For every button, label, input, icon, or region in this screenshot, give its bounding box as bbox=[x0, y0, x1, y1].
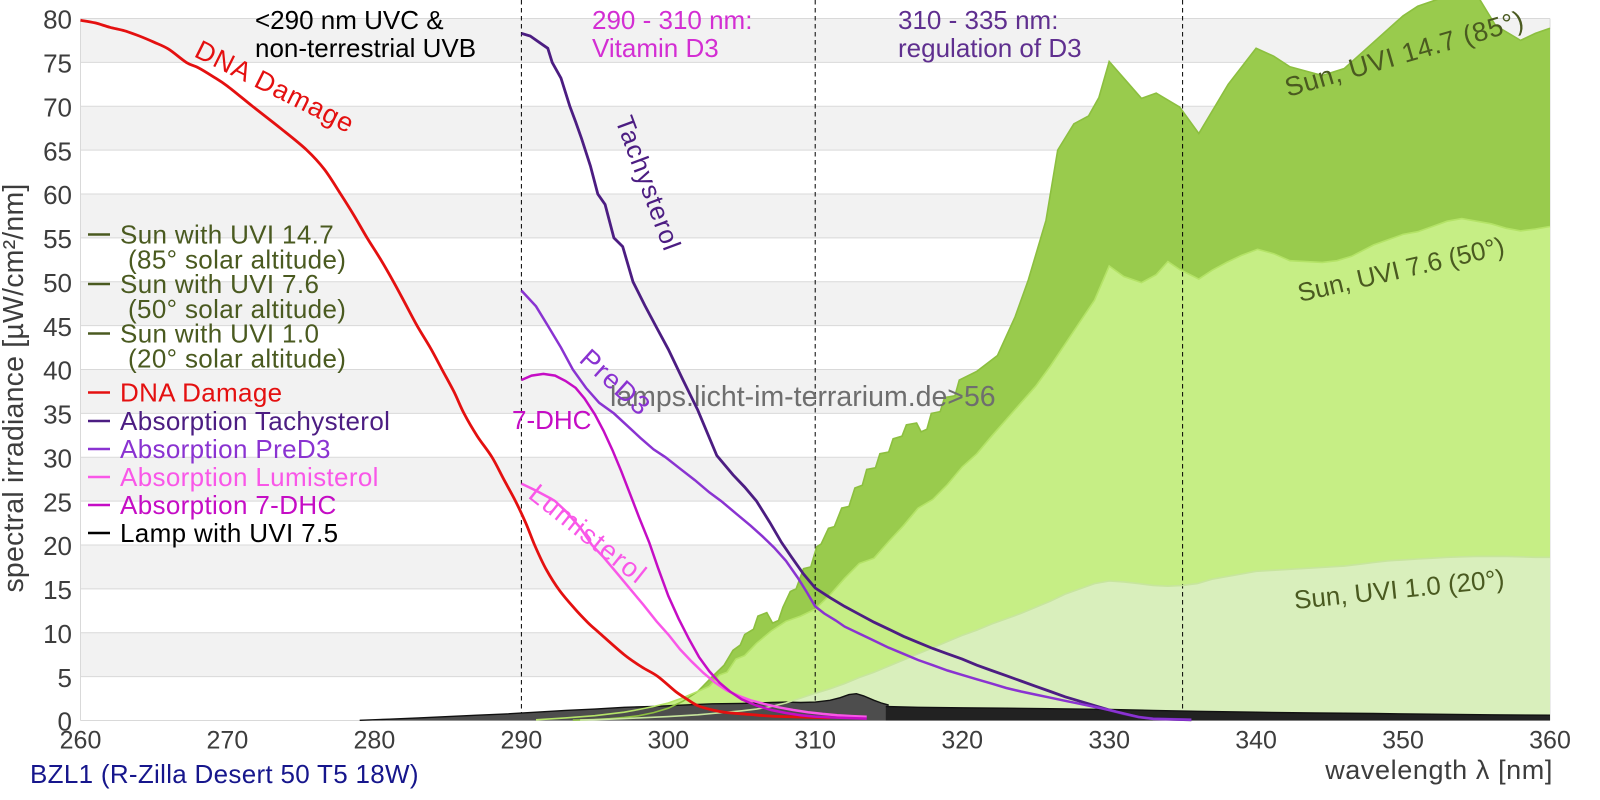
svg-text:Sun with UVI 14.7: Sun with UVI 14.7 bbox=[120, 220, 334, 250]
svg-text:wavelength λ [nm]: wavelength λ [nm] bbox=[1324, 755, 1553, 785]
svg-text:55: 55 bbox=[43, 224, 72, 254]
svg-text:350: 350 bbox=[1382, 727, 1424, 755]
svg-text:Absorption Tachysterol: Absorption Tachysterol bbox=[120, 406, 390, 436]
svg-text:20: 20 bbox=[43, 531, 72, 561]
svg-text:10: 10 bbox=[43, 619, 72, 649]
svg-text:0: 0 bbox=[58, 707, 72, 737]
svg-text:300: 300 bbox=[647, 727, 689, 755]
svg-text:65: 65 bbox=[43, 136, 72, 166]
svg-text:spectral irradiance [µW/cm²/nm: spectral irradiance [µW/cm²/nm] bbox=[0, 183, 30, 592]
svg-text:80: 80 bbox=[43, 5, 72, 35]
svg-text:320: 320 bbox=[941, 727, 983, 755]
svg-text:Absorption 7-DHC: Absorption 7-DHC bbox=[120, 490, 337, 520]
svg-text:360: 360 bbox=[1529, 727, 1571, 755]
svg-text:310: 310 bbox=[794, 727, 836, 755]
svg-text:290: 290 bbox=[501, 727, 543, 755]
svg-text:(20° solar altitude): (20° solar altitude) bbox=[128, 343, 346, 373]
svg-text:Sun with UVI 1.0: Sun with UVI 1.0 bbox=[120, 319, 319, 349]
svg-text:270: 270 bbox=[207, 727, 249, 755]
svg-text:60: 60 bbox=[43, 180, 72, 210]
svg-text:330: 330 bbox=[1088, 727, 1130, 755]
svg-text:35: 35 bbox=[43, 400, 72, 430]
svg-text:260: 260 bbox=[60, 727, 102, 755]
svg-text:regulation of D3: regulation of D3 bbox=[898, 33, 1082, 63]
svg-text:Absorption Lumisterol: Absorption Lumisterol bbox=[120, 462, 379, 492]
svg-text:(85° solar altitude): (85° solar altitude) bbox=[128, 244, 346, 274]
svg-text:(50° solar altitude): (50° solar altitude) bbox=[128, 294, 346, 324]
svg-text:Absorption PreD3: Absorption PreD3 bbox=[120, 434, 331, 464]
svg-text:70: 70 bbox=[43, 92, 72, 122]
svg-text:Vitamin D3: Vitamin D3 bbox=[592, 33, 719, 63]
svg-text:310 - 335 nm:: 310 - 335 nm: bbox=[898, 5, 1058, 35]
svg-text:40: 40 bbox=[43, 356, 72, 386]
svg-text:45: 45 bbox=[43, 312, 72, 342]
svg-text:Lamp with UVI 7.5: Lamp with UVI 7.5 bbox=[120, 518, 338, 548]
svg-text:DNA Damage: DNA Damage bbox=[120, 378, 282, 408]
svg-text:25: 25 bbox=[43, 487, 72, 517]
svg-text:290 - 310 nm:: 290 - 310 nm: bbox=[592, 5, 752, 35]
svg-text:non-terrestrial UVB: non-terrestrial UVB bbox=[255, 33, 476, 63]
svg-text:<290 nm UVC &: <290 nm UVC & bbox=[255, 5, 444, 35]
svg-text:BZL1 (R-Zilla Desert 50 T5 18W: BZL1 (R-Zilla Desert 50 T5 18W) bbox=[30, 759, 419, 789]
svg-text:340: 340 bbox=[1235, 727, 1277, 755]
svg-text:75: 75 bbox=[43, 49, 72, 79]
svg-text:50: 50 bbox=[43, 268, 72, 298]
svg-text:30: 30 bbox=[43, 443, 72, 473]
svg-text:lamps.licht-im-terrarium.de>56: lamps.licht-im-terrarium.de>56 bbox=[610, 381, 996, 413]
svg-text:280: 280 bbox=[354, 727, 396, 755]
svg-text:15: 15 bbox=[43, 575, 72, 605]
svg-text:7-DHC: 7-DHC bbox=[512, 405, 591, 435]
svg-text:5: 5 bbox=[58, 663, 72, 693]
svg-text:Sun with UVI 7.6: Sun with UVI 7.6 bbox=[120, 269, 319, 299]
